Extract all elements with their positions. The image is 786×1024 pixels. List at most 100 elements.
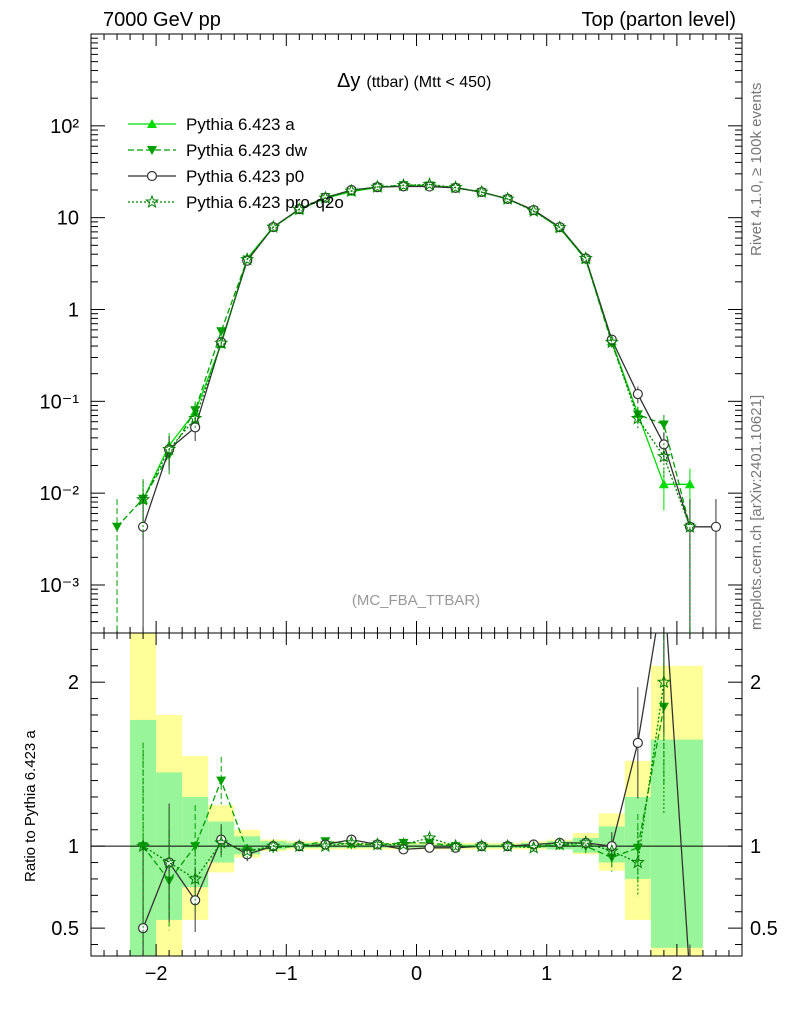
series-marker: [216, 327, 227, 337]
series-marker: [448, 180, 463, 194]
legend-label: Pythia 6.423 dw: [186, 141, 308, 160]
ratio-y-tick-label-right: 0.5: [750, 918, 778, 940]
main-series: [112, 177, 722, 633]
ratio-marker: [396, 837, 411, 851]
ratio-marker: [526, 840, 541, 854]
legend-marker: [147, 146, 157, 155]
series-marker: [474, 184, 489, 198]
ratio-marker: [500, 838, 515, 853]
series-marker: [344, 183, 359, 198]
ratio-marker: [344, 835, 359, 849]
ratio-marker: [370, 837, 385, 851]
series-marker: [684, 479, 695, 489]
ratio-marker: [656, 674, 671, 689]
series-marker: [500, 191, 515, 205]
ratio-marker: [240, 843, 255, 858]
ratio-marker: [214, 835, 229, 849]
header-left: 7000 GeV pp: [103, 9, 221, 31]
series-marker: [242, 255, 253, 266]
header-right: Top (parton level): [581, 9, 736, 31]
x-tick-label: 2: [671, 963, 682, 985]
series-marker: [604, 334, 619, 349]
ratio-marker: [604, 843, 619, 857]
ratio-marker: [632, 737, 643, 748]
x-tick-label: −2: [145, 963, 168, 985]
series-marker: [630, 411, 645, 425]
series-marker: [656, 449, 671, 463]
series-marker: [240, 252, 255, 266]
rivet-label: Rivet 4.1.0, ≥ 100k events: [748, 82, 765, 256]
ratio-marker: [448, 838, 463, 853]
legend-marker: [145, 194, 159, 209]
series-marker: [658, 479, 669, 489]
legend-label: Pythia 6.423 pro-q2o: [186, 193, 344, 212]
series-marker: [292, 202, 307, 216]
ratio-marker: [292, 838, 307, 853]
ratio-marker: [136, 838, 151, 853]
series-marker: [552, 220, 567, 234]
series-marker: [318, 190, 333, 204]
series-marker: [632, 388, 643, 400]
y-tick-label: 10⁻²: [40, 483, 80, 505]
y-tick-label: 10⁻¹: [40, 391, 80, 413]
ratio-marker: [632, 843, 643, 853]
series-line: [142, 185, 716, 528]
series-marker: [398, 181, 409, 192]
ratio-marker: [266, 838, 281, 853]
ratio-bands: [130, 633, 703, 956]
y-tick-label: 10: [57, 208, 79, 230]
ratio-marker: [630, 855, 645, 869]
ratio-marker: [188, 871, 203, 885]
series-marker: [370, 179, 385, 193]
ratio-line: [142, 633, 690, 956]
ratio-y-tick-label-right: 1: [750, 836, 761, 858]
ratio-series: [136, 633, 691, 956]
ratio-marker: [474, 838, 489, 853]
ratio-y-tick-label: 1: [68, 836, 79, 858]
ratio-y-tick-label: 2: [68, 672, 79, 694]
y-tick-label: 1: [68, 299, 79, 321]
series-marker: [658, 420, 669, 430]
y-tick-label: 10²: [50, 116, 79, 138]
series-line: [116, 184, 691, 528]
chart-title-suffix: (ttbar) (Mtt < 450): [366, 74, 491, 91]
mcplots-label: mcplots.cern.ch [arXiv:2401.10621]: [748, 394, 765, 630]
series-marker: [526, 203, 541, 217]
x-tick-label: 1: [541, 963, 552, 985]
series-marker: [396, 177, 411, 192]
series-marker: [136, 492, 151, 506]
chart-title-symbol: Δy: [337, 70, 360, 92]
series-line: [142, 183, 691, 528]
ratio-marker: [552, 837, 567, 851]
legend-label: Pythia 6.423 a: [186, 115, 295, 134]
series-marker: [422, 177, 437, 191]
ratio-marker: [216, 776, 227, 786]
watermark: (MC_FBA_TTBAR): [352, 592, 480, 609]
series-marker: [578, 251, 593, 265]
legend-label: Pythia 6.423 p0: [186, 167, 304, 186]
ratio-marker: [424, 842, 435, 853]
series-marker: [112, 522, 123, 532]
ratio-marker: [190, 842, 201, 852]
ratio-y-tick-label-right: 2: [750, 672, 761, 694]
series-marker: [710, 521, 722, 532]
series-marker: [162, 441, 177, 456]
series-marker: [682, 519, 697, 533]
ratio-marker: [578, 835, 593, 849]
ratio-marker: [398, 844, 409, 855]
legend-marker: [147, 119, 157, 128]
x-tick-label: 0: [411, 963, 422, 985]
x-tick-label: −1: [275, 963, 298, 985]
ratio-marker: [162, 855, 177, 869]
series-marker: [214, 335, 229, 350]
chart-title: Δy (ttbar) (Mtt < 450): [337, 70, 491, 92]
y-tick-label: 10⁻³: [40, 575, 80, 597]
ratio-marker: [318, 838, 333, 853]
ratio-y-axis-label: Ratio to Pythia 6.423 a: [22, 730, 39, 882]
ratio-marker: [422, 830, 437, 844]
ratio-y-tick-label: 0.5: [51, 918, 79, 940]
series-marker: [266, 219, 281, 233]
series-marker: [188, 411, 203, 425]
legend-marker: [146, 170, 158, 182]
